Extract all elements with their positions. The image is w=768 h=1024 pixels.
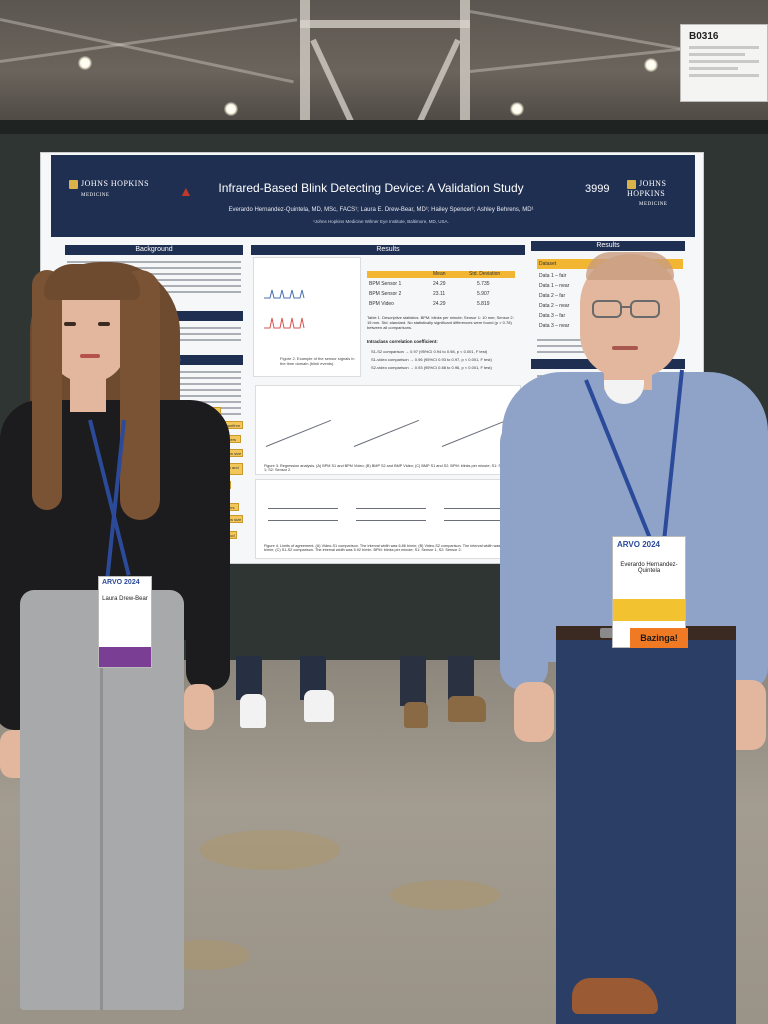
- figure-3-caption: Figure 3. Regression analysis. (A) BPM S…: [264, 464, 511, 472]
- figure-4-caption: Figure 4. Limits of agreement. (A) Video…: [264, 544, 509, 552]
- table-row-mean: 24.29: [433, 281, 446, 287]
- section-results-center: Results: [251, 245, 525, 255]
- section-background: Background: [65, 245, 243, 255]
- correlation-item: S1-S2 comparison → 0.97 (95%CI 0.94 to 0…: [371, 349, 488, 354]
- ceiling-light: [644, 58, 658, 72]
- figure-2-caption: Figure 2. Example of the sensor signals …: [280, 356, 355, 366]
- results-table-header: [367, 271, 515, 278]
- table-1-caption: Table 1. Descriptive statistics. BPM: bl…: [367, 315, 514, 330]
- exhibition-hall-ceiling: [0, 0, 768, 130]
- poster-header: JOHNS HOPKINS MEDICINE ▲ Infrared-Based …: [51, 155, 695, 237]
- poster-title: Infrared-Based Blink Detecting Device: A…: [218, 181, 524, 195]
- correlation-item: S1-video comparison → 0.96 (95%CI 0.93 t…: [371, 357, 492, 362]
- correlation-item: S2-video comparison → 0.93 (95%CI 0.88 t…: [371, 365, 492, 370]
- badge-name: Everardo Hernandez-Quintela: [620, 562, 678, 574]
- booth-code: B0316: [689, 31, 719, 42]
- figure-2-signal-panel: Figure 2. Example of the sensor signals …: [253, 257, 361, 377]
- figure-4-agreement-panels: Figure 4. Limits of agreement. (A) Video…: [255, 479, 521, 559]
- results-table-col-sd: Std. Deviation: [469, 271, 501, 277]
- results-table-col-mean: Mean: [433, 271, 446, 277]
- poster-affiliation: ¹Johns Hopkins Medicine Wilmer Eye Insti…: [313, 219, 449, 224]
- table-row-sd: 5.819: [477, 301, 490, 307]
- section-results-right: Results: [531, 241, 685, 251]
- ceiling-light: [78, 56, 92, 70]
- table-row-sd: 5.907: [477, 291, 490, 297]
- table-row-sd: 5.735: [477, 281, 490, 287]
- badge-name: Laura Drew-Bear: [102, 596, 148, 602]
- table-row-mean: 23.11: [433, 291, 446, 297]
- poster-board-rail: [0, 120, 768, 134]
- table-row-label: BPM Sensor 1: [369, 281, 402, 287]
- ceiling-light: [224, 102, 238, 116]
- correlation-heading: Intraclass correlation coefficient:: [367, 339, 438, 344]
- badge-left: ARVO 2024 Laura Drew-Bear: [98, 576, 152, 668]
- signal-waveform: [264, 289, 305, 329]
- table-row-label: BPM Video: [369, 301, 394, 307]
- badge-event: ARVO 2024: [617, 540, 660, 549]
- badge-event: ARVO 2024: [102, 579, 140, 586]
- poster-number: 3999: [585, 183, 610, 195]
- ceiling-light: [510, 102, 524, 116]
- johns-hopkins-logo-left: JOHNS HOPKINS MEDICINE: [69, 179, 149, 200]
- table-row-label: BPM Sensor 2: [369, 291, 402, 297]
- poster-authors: Everardo Hernandez-Quintela, MD, MSc, FA…: [228, 207, 534, 213]
- badge-ribbon: Bazinga!: [630, 628, 688, 648]
- table-row-mean: 24.29: [433, 301, 446, 307]
- booth-number-sign: B0316: [680, 24, 768, 102]
- figure-3-regression-panels: Figure 3. Regression analysis. (A) BPM S…: [255, 385, 521, 475]
- wilmer-logo: ▲: [179, 183, 193, 199]
- johns-hopkins-logo-right: JOHNS HOPKINS MEDICINE: [627, 179, 668, 207]
